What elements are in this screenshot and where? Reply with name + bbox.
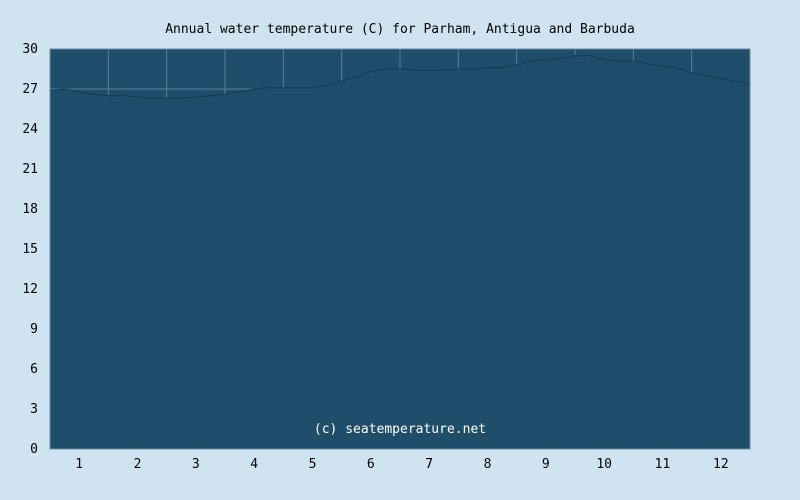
y-tick-label-21: 21 (22, 162, 38, 177)
chart-title: Annual water temperature (C) for Parham,… (165, 22, 635, 37)
y-tick-label-15: 15 (22, 242, 38, 257)
y-tick-label-3: 3 (30, 402, 38, 417)
watermark: (c) seatemperature.net (314, 422, 486, 437)
y-axis-tick-labels: 0 3 6 9 12 15 18 21 24 27 30 (22, 42, 38, 457)
plot-frame (49, 48, 751, 450)
x-tick-label-2: 2 (134, 457, 142, 472)
temperature-area (49, 55, 751, 450)
x-tick-label-4: 4 (250, 457, 258, 472)
x-tick-label-9: 9 (542, 457, 550, 472)
x-tick-label-1: 1 (75, 457, 83, 472)
y-tick-label-27: 27 (22, 82, 38, 97)
y-tick-label-18: 18 (22, 202, 38, 217)
y-tick-label-30: 30 (22, 42, 38, 57)
x-tick-label-5: 5 (309, 457, 317, 472)
x-tick-label-12: 12 (713, 457, 729, 472)
x-axis-tick-labels: 1 2 3 4 5 6 7 8 9 10 11 12 (75, 457, 728, 472)
x-tick-label-11: 11 (655, 457, 671, 472)
x-tick-label-8: 8 (484, 457, 492, 472)
x-tick-label-3: 3 (192, 457, 200, 472)
x-tick-label-6: 6 (367, 457, 375, 472)
x-tick-label-7: 7 (425, 457, 433, 472)
y-tick-label-0: 0 (30, 442, 38, 457)
y-tick-label-24: 24 (22, 122, 38, 137)
x-tick-label-10: 10 (596, 457, 612, 472)
y-tick-label-9: 9 (30, 322, 38, 337)
y-tick-label-12: 12 (22, 282, 38, 297)
y-tick-label-6: 6 (30, 362, 38, 377)
